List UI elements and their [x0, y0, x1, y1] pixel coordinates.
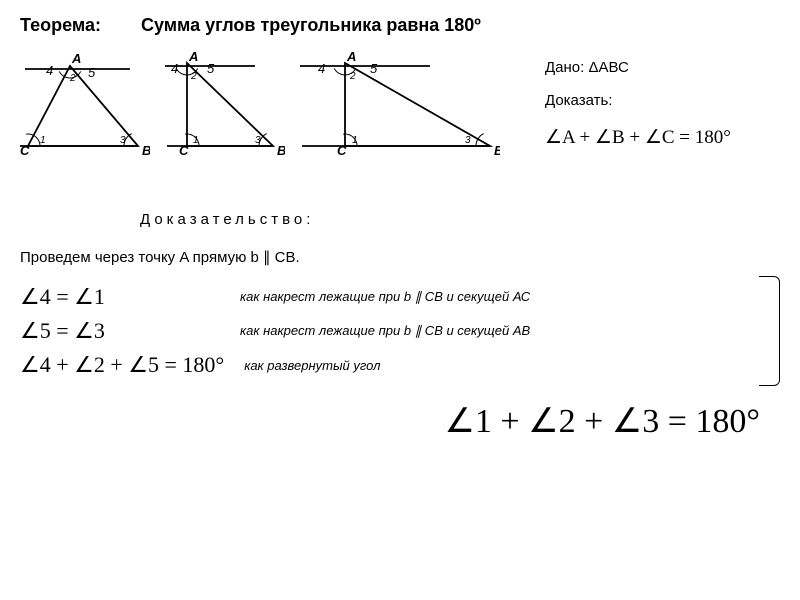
svg-text:B: B — [277, 143, 285, 158]
equation-2: ∠5 = ∠3 — [20, 318, 220, 344]
eq-row-1: ∠4 = ∠1 как накрест лежащие при b ∥ CB и… — [20, 284, 729, 310]
grouping-bracket — [759, 276, 780, 386]
explain-1: как накрест лежащие при b ∥ CB и секущей… — [240, 289, 530, 305]
svg-text:A: A — [346, 51, 356, 64]
svg-text:3: 3 — [255, 135, 261, 146]
svg-text:C: C — [337, 143, 347, 158]
svg-text:1: 1 — [40, 135, 46, 146]
svg-text:5: 5 — [207, 61, 215, 76]
triangle-2: A B C1 2 3 4 5 — [165, 51, 285, 161]
svg-text:A: A — [71, 51, 81, 66]
given-block: Дано: ΔАВС Доказать: ∠A + ∠B + ∠C = 180° — [545, 51, 745, 159]
eq-row-2: ∠5 = ∠3 как накрест лежащие при b ∥ CB и… — [20, 318, 729, 344]
svg-text:1: 1 — [352, 135, 358, 146]
explain-2: как накрест лежащие при b ∥ CB и секущей… — [240, 323, 530, 339]
given-line: Дано: ΔАВС — [545, 51, 745, 84]
svg-text:A: A — [188, 51, 198, 64]
theorem-header: Теорема: Сумма углов треугольника равна … — [20, 15, 780, 36]
svg-text:1: 1 — [193, 135, 199, 146]
svg-text:5: 5 — [88, 65, 96, 80]
explain-3: как развернутый угол — [244, 358, 380, 373]
svg-text:C: C — [179, 143, 189, 158]
proof-step-1: Проведем через точку A прямую b ∥ CB. — [20, 248, 780, 266]
theorem-text: Сумма углов треугольника равна 180º — [141, 15, 481, 36]
svg-text:B: B — [494, 143, 500, 158]
prove-label: Доказать: — [545, 84, 745, 117]
svg-text:3: 3 — [120, 135, 126, 146]
svg-text:B: B — [142, 143, 150, 158]
svg-text:2: 2 — [190, 71, 197, 82]
svg-text:C: C — [20, 143, 30, 158]
conclusion-equation: ∠1 + ∠2 + ∠3 = 180° — [20, 401, 780, 441]
proof-title: Доказательство: — [140, 211, 780, 228]
svg-text:5: 5 — [370, 61, 378, 76]
theorem-label: Теорема: — [20, 15, 101, 36]
triangle-1: A B C1 2 3 4 5 — [20, 51, 150, 161]
svg-text:3: 3 — [465, 135, 471, 146]
prove-equation: ∠A + ∠B + ∠C = 180° — [545, 117, 745, 159]
eq-row-3: ∠4 + ∠2 + ∠5 = 180° как развернутый угол — [20, 352, 729, 378]
figures-row: ABC12345 ABC12345 ABC12345 Дано: ΔАВС До… — [20, 51, 780, 161]
svg-text:2: 2 — [69, 73, 76, 84]
svg-text:4: 4 — [46, 63, 53, 78]
equation-1: ∠4 = ∠1 — [20, 284, 220, 310]
svg-text:4: 4 — [318, 61, 325, 76]
equation-3: ∠4 + ∠2 + ∠5 = 180° — [20, 352, 224, 378]
svg-text:2: 2 — [349, 71, 356, 82]
proof-equations-group: ∠4 = ∠1 как накрест лежащие при b ∥ CB и… — [20, 276, 780, 386]
svg-text:4: 4 — [171, 61, 178, 76]
triangle-3: A B C1 2 3 4 5 — [300, 51, 500, 161]
